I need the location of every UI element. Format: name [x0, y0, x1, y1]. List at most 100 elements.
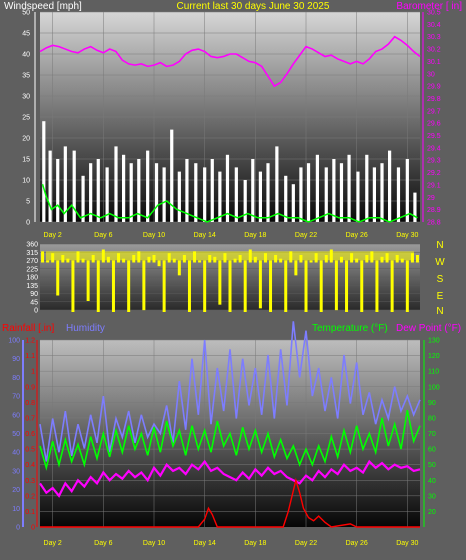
gust-bar	[42, 121, 46, 222]
title-temperature: Temperature (°F)	[312, 323, 388, 334]
dew-point-line	[39, 459, 421, 498]
tick-label-temp-40: 40	[428, 478, 436, 485]
tick-label-baro-30.5: 30.5	[427, 10, 441, 17]
tick-label-hum-40: 40	[12, 450, 20, 457]
tick-label-baro-30.1: 30.1	[427, 59, 441, 66]
tick-label-rain-0.1: 0.1	[25, 509, 35, 516]
wind-direction-mark	[294, 260, 298, 276]
gust-bar	[218, 171, 222, 222]
tick-label-rain-0.4: 0.4	[25, 462, 35, 469]
wind-direction-mark	[81, 258, 85, 263]
tick-label-temp-120: 120	[428, 353, 440, 360]
tick-label-rain-0.5: 0.5	[25, 447, 35, 454]
tick-label-hum-90: 90	[12, 356, 20, 363]
tick-label-dir-180: 180	[26, 275, 38, 282]
tick-label-temp-80: 80	[428, 415, 436, 422]
gust-bar	[266, 163, 270, 222]
tick-label-dir-315: 315	[26, 250, 38, 257]
gust-bar	[96, 159, 100, 222]
tick-label-wind-10: 10	[22, 178, 30, 185]
tick-label-baro-30.3: 30.3	[427, 34, 441, 41]
wind-direction-mark	[187, 260, 191, 312]
wind-direction-mark	[177, 260, 181, 276]
tick-label-hum-60: 60	[12, 412, 20, 419]
tick-label-dir-225: 225	[26, 266, 38, 273]
title-rainfall: Rainfall [.in]	[2, 323, 54, 334]
wind-direction-mark	[71, 260, 75, 312]
gust-bar	[185, 159, 189, 222]
tick-label-rain-0.3: 0.3	[25, 478, 35, 485]
gust-bar	[396, 167, 401, 222]
x-tick-label-bot-22: Day 22	[295, 540, 317, 547]
gust-bar	[137, 159, 141, 222]
marks-wind-direction	[41, 249, 419, 312]
gust-bar	[365, 154, 369, 222]
gust-bar	[72, 150, 76, 222]
gust-bar	[56, 159, 60, 222]
wind-direction-mark	[334, 260, 338, 311]
tick-label-dir-270: 270	[26, 258, 38, 265]
tick-label-wind-35: 35	[22, 73, 30, 80]
tick-label-dir-0: 0	[34, 308, 38, 315]
gust-bar	[210, 159, 214, 222]
tick-label-wind-5: 5	[26, 199, 30, 206]
title-barometer: Barometer [ in]	[396, 1, 462, 12]
tick-label-temp-60: 60	[428, 447, 436, 454]
gust-bar	[332, 159, 336, 222]
x-tick-label-bot-6: Day 6	[94, 540, 112, 547]
gust-bar	[258, 171, 262, 222]
tick-label-baro-30.2: 30.2	[427, 47, 441, 54]
gust-bar	[146, 150, 150, 222]
gust-bar	[413, 192, 417, 222]
gust-bar	[284, 175, 288, 222]
barometer-line	[39, 35, 421, 88]
tick-label-temp-130: 130	[428, 338, 440, 345]
tick-label-temp-110: 110	[428, 369, 439, 376]
wind-direction-mark	[355, 258, 359, 263]
gust-bar	[388, 150, 392, 222]
gust-bar	[194, 163, 198, 222]
x-tick-label-bot-2: Day 2	[44, 540, 62, 547]
x-tick-label-top-22: Day 22	[295, 232, 317, 239]
tick-label-wind-45: 45	[22, 31, 30, 38]
gust-bar	[347, 154, 351, 222]
wind-direction-mark	[41, 251, 45, 263]
gust-bar	[234, 167, 238, 222]
rainfall-line	[40, 477, 420, 528]
gust-bar	[339, 163, 344, 222]
x-tick-label-bot-30: Day 30	[396, 540, 418, 547]
x-tick-label-bot-26: Day 26	[346, 540, 368, 547]
wind-direction-mark	[122, 258, 126, 263]
tick-label-baro-29.3: 29.3	[427, 158, 441, 165]
wind-direction-mark	[218, 260, 222, 305]
tick-label-baro-28.9: 28.9	[427, 207, 441, 214]
tick-label-temp-30: 30	[428, 493, 436, 500]
gust-bar	[105, 167, 109, 222]
wind-direction-mark	[46, 260, 50, 263]
gust-bar	[291, 184, 295, 222]
title-current-period: Current last 30 days June 30 2025	[177, 1, 330, 12]
temperature-line	[39, 409, 421, 471]
wind-direction-mark	[345, 260, 349, 312]
tick-label-dir-90: 90	[30, 291, 38, 298]
tick-label-rain-0.6: 0.6	[25, 431, 35, 438]
tick-label-baro-28.8: 28.8	[427, 220, 441, 227]
x-tick-label-top-26: Day 26	[346, 232, 368, 239]
wind-direction-mark	[66, 258, 70, 263]
compass-label-n-bottom: N	[436, 306, 443, 317]
tick-label-rain-0.8: 0.8	[25, 400, 35, 407]
wind-direction-mark	[284, 260, 288, 312]
tick-label-hum-50: 50	[12, 431, 20, 438]
title-humidity: Humidity	[66, 323, 105, 334]
wind-direction-mark	[243, 260, 247, 312]
x-tick-label-bot-18: Day 18	[244, 540, 266, 547]
wind-direction-mark	[233, 258, 237, 263]
x-tick-label-top-6: Day 6	[94, 232, 112, 239]
wind-direction-mark	[96, 260, 100, 312]
gust-bar	[122, 154, 126, 222]
wind-direction-mark	[162, 260, 166, 312]
tick-label-temp-70: 70	[428, 431, 436, 438]
title-windspeed: Windspeed [mph]	[4, 1, 82, 12]
